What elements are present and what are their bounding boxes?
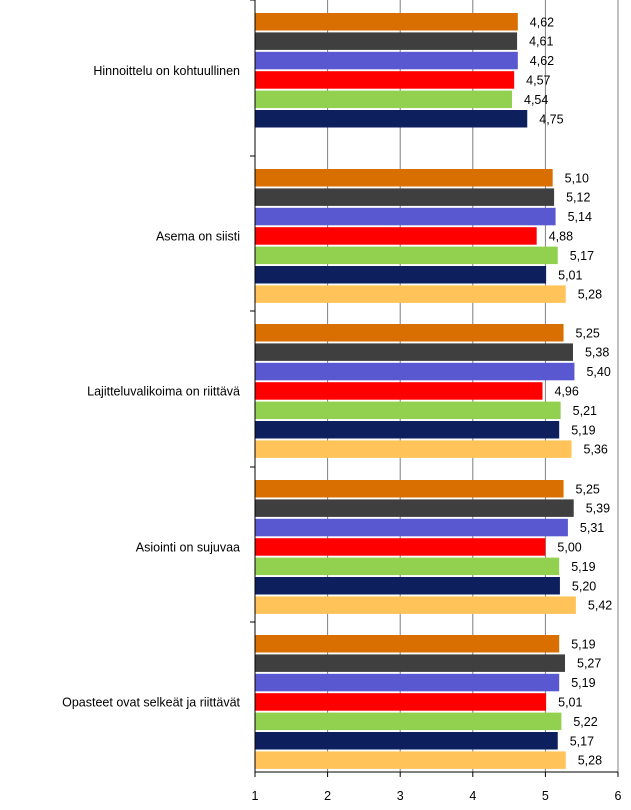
bar-3-6 — [255, 596, 576, 614]
bar-0-0 — [255, 13, 518, 31]
value-label-1-6: 5,28 — [578, 288, 602, 302]
value-label-1-0: 5,10 — [565, 171, 589, 185]
value-label-1-3: 4,88 — [549, 229, 573, 243]
value-label-2-1: 5,38 — [585, 346, 609, 360]
x-tick-label-5: 5 — [542, 789, 549, 803]
value-label-1-4: 5,17 — [570, 249, 594, 263]
value-label-3-2: 5,31 — [580, 521, 604, 535]
bar-1-1 — [255, 188, 555, 206]
value-label-1-5: 5,01 — [558, 268, 582, 282]
value-label-4-3: 5,01 — [558, 695, 582, 709]
value-label-2-5: 5,19 — [571, 423, 595, 437]
value-label-2-0: 5,25 — [576, 326, 600, 340]
bar-2-1 — [255, 343, 573, 361]
bar-2-0 — [255, 324, 564, 342]
bar-2-2 — [255, 362, 575, 381]
category-label-3: Asiointi on sujuvaa — [136, 540, 240, 554]
value-label-3-3: 5,00 — [557, 540, 581, 554]
bar-2-5 — [255, 421, 560, 439]
value-label-4-5: 5,17 — [570, 734, 594, 748]
value-label-0-3: 4,57 — [526, 73, 550, 87]
value-label-1-1: 5,12 — [566, 191, 590, 205]
value-label-2-2: 5,40 — [586, 365, 610, 379]
x-tick-label-4: 4 — [469, 789, 476, 803]
bar-4-4 — [255, 712, 562, 731]
value-label-3-5: 5,20 — [572, 579, 596, 593]
value-label-2-4: 5,21 — [573, 404, 597, 418]
bar-1-5 — [255, 266, 547, 284]
value-label-2-6: 5,36 — [584, 443, 608, 457]
bar-2-6 — [255, 440, 572, 458]
category-label-1: Asema on siisti — [156, 229, 240, 243]
category-label-2: Lajitteluvalikoima on riittävä — [87, 384, 240, 398]
bar-4-5 — [255, 732, 558, 750]
x-tick-label-2: 2 — [324, 789, 331, 803]
value-label-4-6: 5,28 — [578, 754, 602, 768]
bar-3-4 — [255, 557, 560, 576]
bar-4-3 — [255, 693, 547, 711]
value-label-0-0: 4,62 — [530, 15, 554, 29]
bar-0-3 — [255, 71, 515, 89]
bar-4-6 — [255, 751, 566, 769]
value-label-3-6: 5,42 — [588, 599, 612, 613]
value-label-3-1: 5,39 — [586, 502, 610, 516]
value-label-0-5: 4,75 — [539, 112, 563, 126]
value-label-3-4: 5,19 — [571, 560, 595, 574]
x-tick-label-6: 6 — [615, 789, 622, 803]
category-label-0: Hinnoittelu on kohtuullinen — [93, 64, 240, 78]
bar-3-0 — [255, 480, 564, 498]
bar-0-1 — [255, 32, 518, 50]
bar-1-3 — [255, 227, 537, 245]
bar-4-1 — [255, 654, 566, 672]
value-label-4-1: 5,27 — [577, 657, 601, 671]
value-label-1-2: 5,14 — [568, 210, 592, 224]
category-label-4: Opasteet ovat selkeät ja riittävät — [62, 695, 240, 709]
bar-3-1 — [255, 499, 574, 517]
value-label-4-0: 5,19 — [571, 637, 595, 651]
bar-4-0 — [255, 635, 560, 653]
bar-0-5 — [255, 110, 528, 128]
bar-3-2 — [255, 518, 568, 537]
bar-1-6 — [255, 285, 566, 303]
x-tick-label-3: 3 — [397, 789, 404, 803]
bar-1-2 — [255, 207, 556, 226]
bar-3-3 — [255, 538, 546, 556]
bar-1-0 — [255, 169, 553, 187]
x-tick-label-1: 1 — [252, 789, 259, 803]
value-label-0-4: 4,54 — [524, 93, 548, 107]
bar-1-4 — [255, 246, 558, 265]
bar-0-2 — [255, 51, 518, 70]
bar-3-5 — [255, 577, 560, 595]
bar-2-3 — [255, 382, 543, 400]
value-label-4-4: 5,22 — [573, 715, 597, 729]
bar-0-4 — [255, 90, 513, 109]
bar-4-2 — [255, 673, 560, 692]
bar-2-4 — [255, 401, 561, 420]
value-label-0-2: 4,62 — [530, 54, 554, 68]
value-label-3-0: 5,25 — [576, 482, 600, 496]
value-label-2-3: 4,96 — [554, 384, 578, 398]
value-label-4-2: 5,19 — [571, 676, 595, 690]
value-label-0-1: 4,61 — [529, 35, 553, 49]
